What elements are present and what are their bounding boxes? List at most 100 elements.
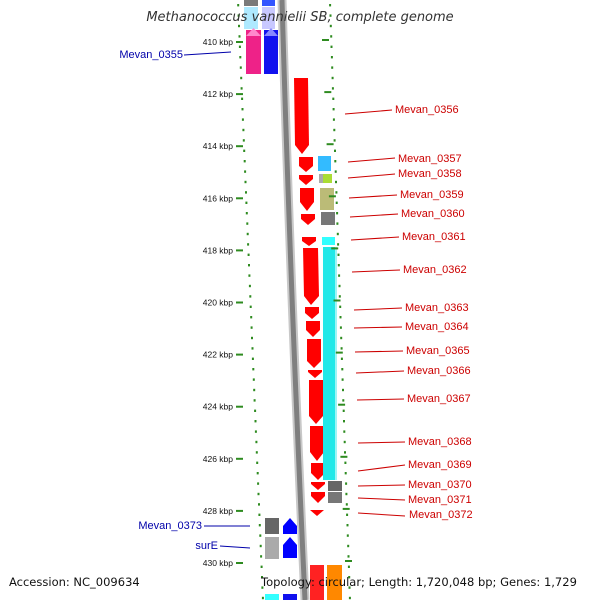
guide-dot <box>342 388 344 392</box>
guide-dot <box>329 4 332 7</box>
guide-dot <box>339 305 342 308</box>
feature-0373-grey <box>265 518 279 534</box>
cds-mevan-0369 <box>311 463 325 480</box>
guide-dot <box>250 326 253 329</box>
feature-0361-cyan <box>322 237 335 245</box>
axis-tick-mark-right <box>333 299 341 302</box>
guide-dot <box>237 4 240 7</box>
guide-dot <box>334 170 337 173</box>
gene-label-mevan-0367[interactable]: Mevan_0367 <box>407 393 471 405</box>
guide-dot <box>334 149 336 152</box>
guide-dot <box>255 440 258 444</box>
guide-dot <box>336 222 339 225</box>
guide-dot <box>343 430 346 433</box>
leader-mevan-0365 <box>354 350 404 353</box>
gene-block-bottom-cyan <box>265 594 279 600</box>
gene-label-sure[interactable]: surE <box>195 540 218 552</box>
guide-dot <box>333 128 336 132</box>
gene-label-mevan-0370[interactable]: Mevan_0370 <box>408 479 472 491</box>
feature-sure-grey <box>265 537 279 559</box>
feature-bottom-orange <box>327 565 342 600</box>
cds-mevan-0365 <box>307 339 321 368</box>
feature-0357-blue <box>318 156 331 171</box>
feature-0370-grey <box>328 481 342 491</box>
guide-dot <box>252 378 255 381</box>
gene-label-mevan-0368[interactable]: Mevan_0368 <box>408 436 472 448</box>
gene-label-mevan-0355[interactable]: Mevan_0355 <box>119 49 183 61</box>
guide-dot <box>238 35 241 38</box>
cds-mevan-0355-blue-head <box>264 28 278 36</box>
guide-dot <box>240 87 243 90</box>
guide-dot <box>330 56 333 59</box>
axis-tick-label: 416 kbp <box>203 193 234 203</box>
guide-dot <box>340 347 343 350</box>
guide-dot <box>345 492 348 496</box>
cds-mevan-0363 <box>305 307 319 319</box>
cds-sure <box>283 537 297 558</box>
leader-mevan-0370 <box>357 484 406 487</box>
guide-dot <box>246 232 249 236</box>
gene-label-mevan-0360[interactable]: Mevan_0360 <box>401 208 465 220</box>
guide-dot <box>348 586 351 589</box>
axis-tick-mark-right <box>326 143 334 146</box>
genome-title: Methanococcus vannielii SB, complete gen… <box>146 10 454 25</box>
gene-label-mevan-0366[interactable]: Mevan_0366 <box>407 365 471 377</box>
guide-dot <box>257 492 260 496</box>
guide-dot <box>259 544 262 548</box>
gene-label-mevan-0365[interactable]: Mevan_0365 <box>406 345 470 357</box>
guide-dot <box>243 160 246 163</box>
leader-mevan-0358 <box>347 173 396 179</box>
guide-dot <box>336 212 339 215</box>
gene-label-mevan-0371[interactable]: Mevan_0371 <box>408 494 472 506</box>
gene-label-mevan-0361[interactable]: Mevan_0361 <box>402 231 466 243</box>
guide-dot <box>261 576 263 579</box>
cds-bottom-red <box>310 565 324 600</box>
gene-label-mevan-0373[interactable]: Mevan_0373 <box>138 520 202 532</box>
guide-dot <box>345 482 348 485</box>
guide-dot <box>254 420 257 423</box>
guide-dot <box>261 596 264 600</box>
guide-dot <box>238 24 240 28</box>
guide-dot <box>341 378 344 381</box>
gene-label-mevan-0359[interactable]: Mevan_0359 <box>400 189 464 201</box>
axis-tick-mark <box>236 197 243 200</box>
guide-dot <box>335 191 338 194</box>
gene-label-mevan-0369[interactable]: Mevan_0369 <box>408 459 472 471</box>
gene-block-top-lavender <box>262 7 275 29</box>
gene-label-mevan-0358[interactable]: Mevan_0358 <box>398 168 462 180</box>
gene-label-mevan-0356[interactable]: Mevan_0356 <box>395 104 459 116</box>
guide-dot <box>252 368 255 371</box>
gene-label-mevan-0362[interactable]: Mevan_0362 <box>403 264 467 276</box>
guide-dot <box>338 295 341 298</box>
guide-dot <box>340 357 343 360</box>
axis-tick-mark-right <box>338 403 346 406</box>
cds-mevan-0356 <box>294 78 309 154</box>
axis-tick-label: 410 kbp <box>203 37 234 47</box>
axis-tick-mark-right <box>342 507 350 510</box>
gene-label-mevan-0372[interactable]: Mevan_0372 <box>409 509 473 521</box>
guide-dot <box>339 326 342 329</box>
guide-dot <box>240 76 243 80</box>
cds-mevan-0355-magenta-head <box>246 28 261 36</box>
guide-dot <box>248 284 251 288</box>
gene-label-mevan-0364[interactable]: Mevan_0364 <box>405 321 469 333</box>
axis-tick-mark <box>236 509 243 512</box>
cds-mevan-0373 <box>283 518 297 534</box>
guide-dot <box>332 108 335 111</box>
guide-dot <box>244 170 247 173</box>
guide-dot <box>331 66 334 69</box>
guide-dot <box>342 399 345 402</box>
guide-dot <box>346 534 349 537</box>
gene-block-bottom-blue <box>283 594 297 600</box>
guide-dot <box>239 56 242 59</box>
guide-dot <box>260 565 263 568</box>
gene-label-mevan-0357[interactable]: Mevan_0357 <box>398 153 462 165</box>
feature-0371-grey <box>328 492 342 503</box>
gene-label-mevan-0363[interactable]: Mevan_0363 <box>405 302 469 314</box>
guide-dot <box>257 482 260 485</box>
cds-mevan-0372 <box>310 510 324 516</box>
guide-dot <box>337 243 340 246</box>
guide-dot <box>254 430 257 433</box>
